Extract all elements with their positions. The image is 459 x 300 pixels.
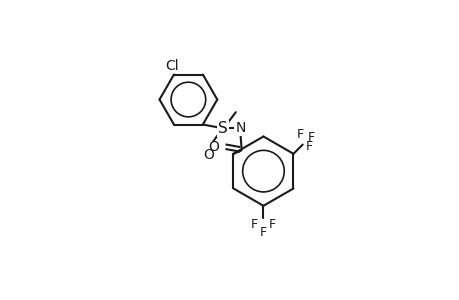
Text: S: S [218,121,227,136]
Text: O: O [202,148,213,162]
Text: F: F [269,218,276,231]
Text: F: F [305,140,313,153]
Text: F: F [250,218,257,231]
Text: F: F [296,128,303,141]
Text: F: F [259,226,267,239]
Text: O: O [208,140,218,154]
Text: F: F [307,131,314,144]
Text: N: N [235,122,245,135]
Text: Cl: Cl [164,59,178,73]
